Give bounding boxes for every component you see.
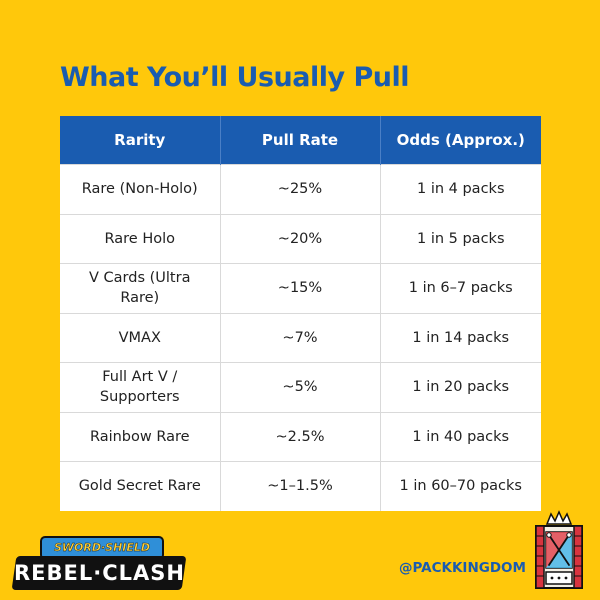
cell-rarity: Rare (Non-Holo) [60, 164, 221, 214]
cell-rarity: V Cards (Ultra Rare) [60, 263, 221, 313]
cell-odds: 1 in 6–7 packs [380, 263, 541, 313]
social-handle: @PACKKINGDOM [399, 560, 526, 576]
crown-badge-icon [535, 510, 583, 589]
table-row: Rare Holo ~20% 1 in 5 packs [60, 213, 541, 264]
cell-pull-rate: ~7% [220, 312, 381, 363]
cell-pull-rate: ~2.5% [220, 411, 381, 462]
cell-odds: 1 in 14 packs [380, 312, 541, 363]
header-odds: Odds (Approx.) [380, 116, 541, 165]
pull-rates-table: Rarity Pull Rate Odds (Approx.) Rare (No… [60, 116, 541, 511]
cell-odds: 1 in 4 packs [380, 164, 541, 214]
cell-rarity: Gold Secret Rare [60, 461, 221, 511]
table-row: V Cards (Ultra Rare) ~15% 1 in 6–7 packs [60, 263, 541, 313]
cell-rarity: Full Art V / Supporters [60, 362, 221, 412]
cell-odds: 1 in 20 packs [380, 362, 541, 412]
table-row: Rainbow Rare ~2.5% 1 in 40 packs [60, 411, 541, 462]
logo-main-text: REBEL·CLASH [14, 561, 185, 585]
table-row: Full Art V / Supporters ~5% 1 in 20 pack… [60, 362, 541, 412]
table-row: Rare (Non-Holo) ~25% 1 in 4 packs [60, 164, 541, 214]
page-title: What You’ll Usually Pull [60, 62, 410, 93]
cell-odds: 1 in 40 packs [380, 411, 541, 462]
cell-rarity: Rainbow Rare [60, 411, 221, 462]
cell-rarity: VMAX [60, 312, 221, 363]
cell-rarity: Rare Holo [60, 213, 221, 264]
cell-pull-rate: ~5% [220, 362, 381, 412]
cell-pull-rate: ~20% [220, 213, 381, 264]
table-row: VMAX ~7% 1 in 14 packs [60, 312, 541, 363]
cell-pull-rate: ~25% [220, 164, 381, 214]
table-header-row: Rarity Pull Rate Odds (Approx.) [60, 116, 541, 165]
logo-main-banner: REBEL·CLASH [11, 556, 187, 590]
cell-pull-rate: ~15% [220, 263, 381, 313]
cell-odds: 1 in 60–70 packs [380, 461, 541, 511]
cell-pull-rate: ~1–1.5% [220, 461, 381, 511]
rebel-clash-logo: SWORD·SHIELD REBEL·CLASH [11, 536, 187, 592]
table-row: Gold Secret Rare ~1–1.5% 1 in 60–70 pack… [60, 461, 541, 511]
cell-odds: 1 in 5 packs [380, 213, 541, 264]
header-rarity: Rarity [60, 116, 221, 165]
header-pull-rate: Pull Rate [220, 116, 381, 165]
